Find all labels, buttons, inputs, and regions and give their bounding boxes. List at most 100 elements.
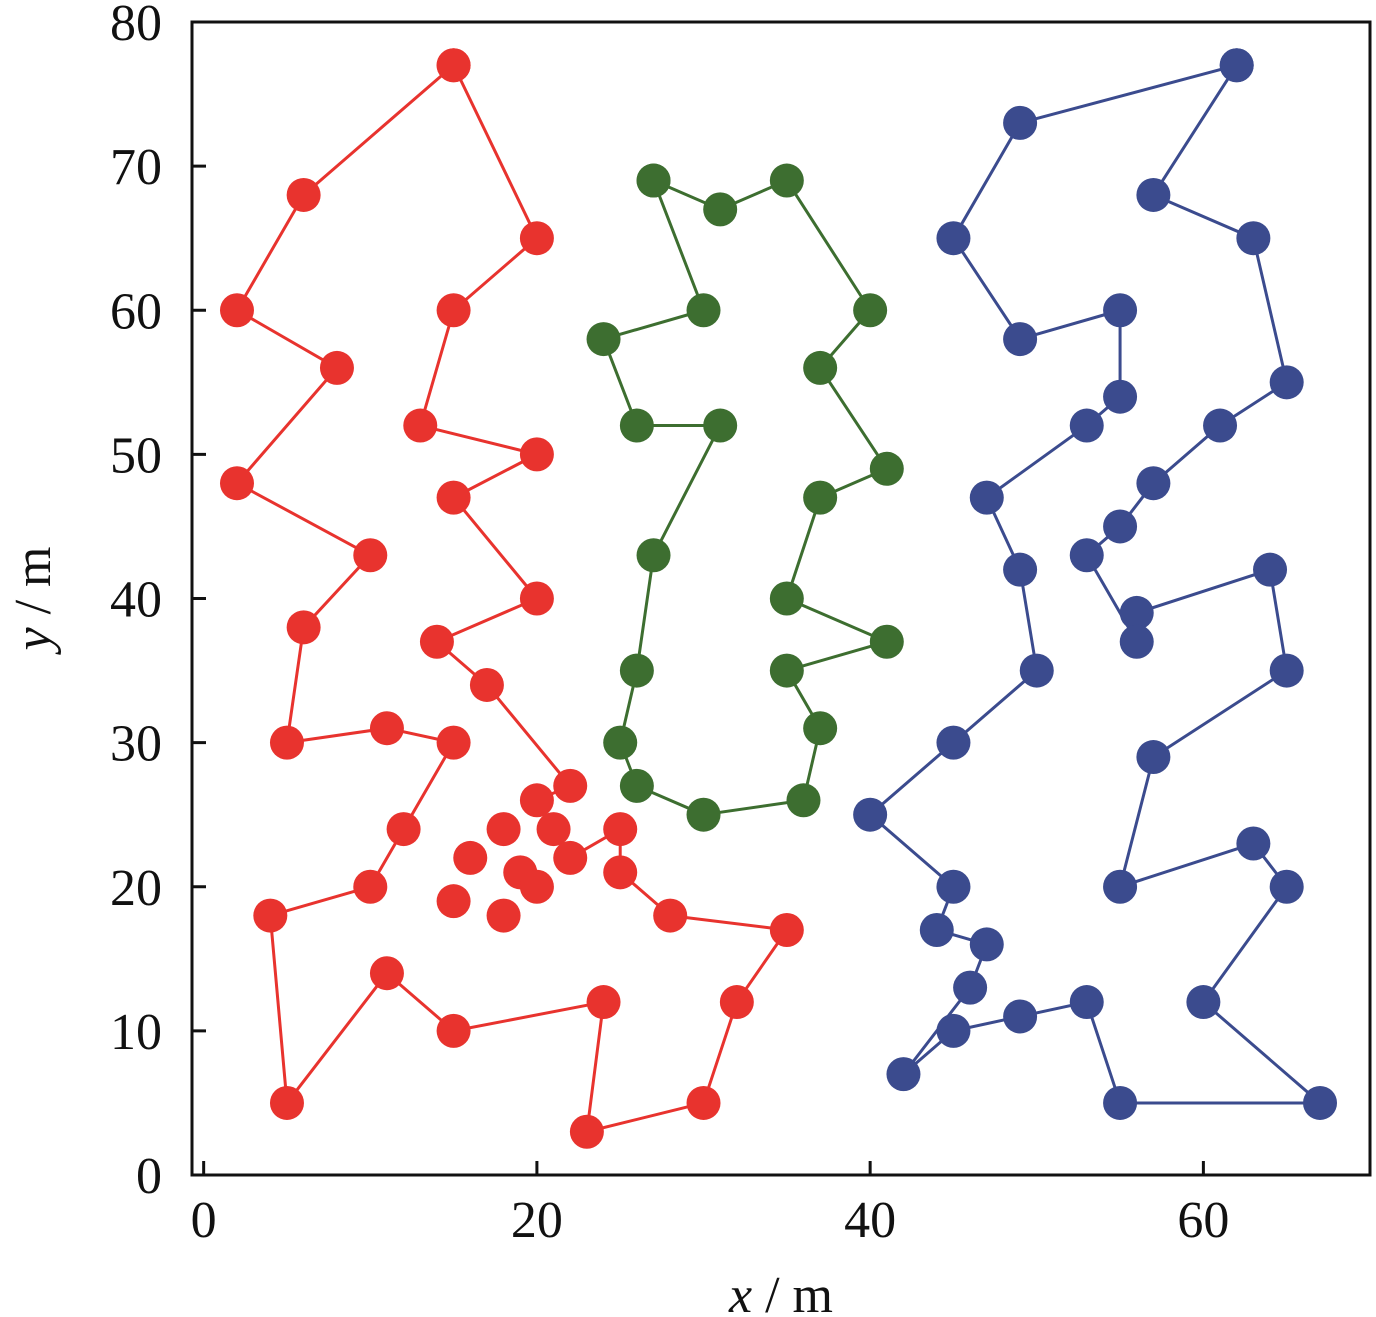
route-point bbox=[386, 812, 421, 847]
route-point bbox=[519, 783, 554, 818]
route-point bbox=[1136, 466, 1171, 501]
route-point bbox=[636, 538, 671, 573]
route-point bbox=[1136, 177, 1171, 212]
route-point bbox=[419, 624, 454, 659]
route-point bbox=[769, 653, 804, 688]
route-series-3 bbox=[853, 48, 1338, 1120]
route-point bbox=[586, 985, 621, 1020]
route-point bbox=[686, 1085, 721, 1120]
route-point bbox=[1019, 653, 1054, 688]
route-series-1 bbox=[219, 48, 804, 1149]
route-line bbox=[868, 63, 1322, 1105]
route-point bbox=[686, 797, 721, 832]
route-point bbox=[1003, 552, 1038, 587]
route-point bbox=[403, 408, 438, 443]
route-line bbox=[602, 179, 889, 817]
route-point bbox=[553, 840, 588, 875]
x-tick-label: 60 bbox=[1177, 1192, 1229, 1249]
y-tick-label: 0 bbox=[136, 1148, 162, 1205]
route-point bbox=[769, 912, 804, 947]
route-point bbox=[1186, 985, 1221, 1020]
route-point bbox=[603, 855, 638, 890]
route-point bbox=[1253, 552, 1288, 587]
route-point bbox=[1119, 624, 1154, 659]
route-point bbox=[719, 985, 754, 1020]
route-point bbox=[286, 610, 321, 645]
route-point bbox=[569, 1114, 604, 1149]
route-point bbox=[803, 350, 838, 385]
route-point bbox=[803, 711, 838, 746]
x-axis-var: x bbox=[728, 1267, 752, 1317]
route-point bbox=[769, 581, 804, 616]
route-point bbox=[769, 163, 804, 198]
route-point bbox=[586, 322, 621, 357]
route-point bbox=[1219, 48, 1254, 83]
route-point bbox=[436, 884, 471, 919]
route-point bbox=[219, 466, 254, 501]
y-tick-label: 20 bbox=[110, 860, 162, 917]
route-point bbox=[886, 1057, 921, 1092]
route-point bbox=[253, 898, 288, 933]
route-point bbox=[486, 812, 521, 847]
route-point bbox=[619, 408, 654, 443]
route-point bbox=[1069, 408, 1104, 443]
route-point bbox=[536, 812, 571, 847]
x-tick-label: 40 bbox=[844, 1192, 896, 1249]
y-tick-label: 10 bbox=[110, 1004, 162, 1061]
x-axis-label: x / m bbox=[728, 1267, 833, 1317]
route-series-2 bbox=[586, 163, 904, 832]
y-axis-label: y / m bbox=[5, 547, 62, 656]
route-point bbox=[436, 725, 471, 760]
route-point bbox=[553, 768, 588, 803]
route-point bbox=[353, 538, 388, 573]
y-tick-label: 60 bbox=[110, 283, 162, 340]
route-point bbox=[269, 725, 304, 760]
route-point bbox=[436, 293, 471, 328]
route-point bbox=[436, 480, 471, 515]
route-point bbox=[703, 192, 738, 227]
route-point bbox=[369, 711, 404, 746]
y-tick-label: 80 bbox=[110, 0, 162, 52]
route-point bbox=[519, 869, 554, 904]
route-point bbox=[269, 1085, 304, 1120]
route-point bbox=[936, 869, 971, 904]
route-point bbox=[1203, 408, 1238, 443]
route-point bbox=[936, 221, 971, 256]
route-point bbox=[1103, 293, 1138, 328]
route-point bbox=[953, 970, 988, 1005]
route-point bbox=[286, 177, 321, 212]
route-point bbox=[1269, 653, 1304, 688]
route-point bbox=[619, 653, 654, 688]
route-point bbox=[869, 451, 904, 486]
route-point bbox=[319, 350, 354, 385]
route-point bbox=[486, 898, 521, 933]
route-point bbox=[469, 667, 504, 702]
route-point bbox=[1236, 221, 1271, 256]
y-axis-var: y bbox=[5, 627, 62, 656]
route-point bbox=[653, 898, 688, 933]
x-axis-unit: / m bbox=[752, 1267, 833, 1317]
route-point bbox=[1103, 379, 1138, 414]
route-point bbox=[686, 293, 721, 328]
route-point bbox=[519, 437, 554, 472]
route-point bbox=[1236, 826, 1271, 861]
route-point bbox=[636, 163, 671, 198]
y-tick-label: 40 bbox=[110, 572, 162, 629]
route-point bbox=[853, 293, 888, 328]
route-point bbox=[936, 1013, 971, 1048]
route-point bbox=[969, 927, 1004, 962]
route-point bbox=[786, 783, 821, 818]
route-point bbox=[1103, 509, 1138, 544]
y-axis-unit: / m bbox=[5, 547, 62, 628]
route-point bbox=[603, 725, 638, 760]
route-point bbox=[1069, 538, 1104, 573]
series-layer bbox=[219, 48, 1338, 1149]
route-point bbox=[453, 840, 488, 875]
route-point bbox=[1003, 322, 1038, 357]
route-point bbox=[853, 797, 888, 832]
route-point bbox=[353, 869, 388, 904]
route-point bbox=[519, 221, 554, 256]
y-tick-label: 30 bbox=[110, 716, 162, 773]
route-point bbox=[1269, 869, 1304, 904]
